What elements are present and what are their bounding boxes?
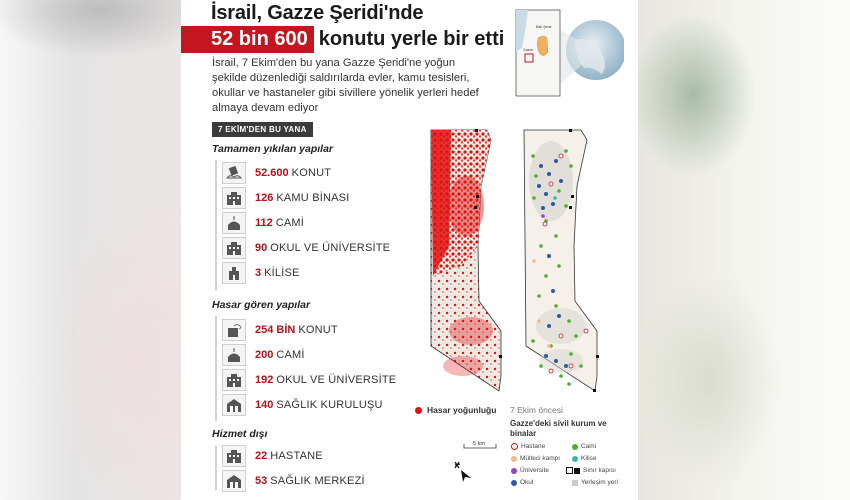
stat-public-buildings: 126 KAMU BİNASI: [222, 187, 349, 209]
school-marker-icon: [511, 479, 517, 486]
border-crossing-closed-icon: [574, 467, 580, 474]
stat-destroyed-houses: 52.600 KONUT: [222, 162, 331, 184]
legend-item-settlement: Yerleşim yeri: [572, 479, 618, 486]
church-icon: [222, 262, 246, 284]
mosque-marker-icon: [572, 443, 578, 450]
stat-damaged-mosques: 200 CAMİ: [222, 344, 305, 366]
legend-item-border-crossing: Sınır kapısı: [566, 467, 616, 474]
group-title-destroyed: Tamamen yıkılan yapılar: [212, 143, 334, 155]
blurred-background-left: [0, 0, 181, 500]
headline-line2: 52 bin 600 konutu yerle bir etti: [181, 26, 504, 53]
blurred-background-right: [638, 0, 850, 500]
scale-label: 5 km: [473, 441, 485, 447]
legend-heading: Gazze'deki sivil kurum ve binalar: [510, 419, 607, 438]
group-divider: [215, 160, 217, 290]
school-icon: [222, 237, 246, 259]
locator-label-gaza: Gazze: [523, 48, 533, 52]
legend-pre-label: 7 Ekim öncesi: [510, 405, 563, 415]
civil-facilities-map: [523, 129, 599, 392]
stat-hospitals: 22 HASTANE: [222, 445, 323, 467]
stat-damaged-health-facilities: 140 SAĞLIK KURULUŞU: [222, 394, 383, 416]
section-badge: 7 EKİM'DEN BU YANA: [212, 122, 313, 137]
stat-damaged-houses: 254 BİN KONUT: [222, 319, 338, 341]
mosque-icon: [222, 344, 246, 366]
subtitle: İsrail, 7 Ekim'den bu yana Gazze Şeridi'…: [212, 57, 479, 114]
legend-item-church: Kilise: [572, 455, 597, 462]
stat-schools: 90 OKUL VE ÜNİVERSİTE: [222, 237, 390, 259]
hospital-icon: [222, 445, 246, 467]
stat-churches: 3 KİLİSE: [222, 262, 300, 284]
gaza-maps: [430, 129, 599, 392]
legend-item-mosque: Cami: [572, 443, 596, 450]
group-divider: [215, 446, 217, 490]
damage-density-map: [430, 129, 502, 392]
refugee-camp-marker-icon: [511, 455, 517, 462]
health-center-icon: [222, 470, 246, 492]
infographic-card: İsrail, Gazze Şeridi'nde 52 bin 600 konu…: [181, 0, 638, 500]
group-title-out-of-service: Hizmet dışı: [212, 428, 268, 440]
damaged-house-icon: [222, 319, 246, 341]
group-divider: [215, 316, 217, 421]
stat-damaged-schools: 192 OKUL VE ÜNİVERSİTE: [222, 369, 396, 391]
legend-item-school: Okul: [511, 479, 533, 486]
headline-line1: İsrail, Gazze Şeridi'nde: [211, 2, 424, 24]
stat-mosques: 112 CAMİ: [222, 212, 304, 234]
legend-item-hospital: Hastane: [511, 443, 545, 450]
north-arrow-icon: [454, 461, 471, 482]
border-crossing-open-icon: [566, 467, 573, 474]
headline-highlight: 52 bin 600: [181, 26, 314, 53]
destroyed-house-icon: [222, 162, 246, 184]
school-icon: [222, 369, 246, 391]
university-marker-icon: [511, 467, 517, 474]
scale-bar: [463, 444, 497, 449]
settlement-marker-icon: [572, 479, 578, 486]
stat-health-centers: 53 SAĞLIK MERKEZİ: [222, 470, 365, 492]
legend-item-refugee-camp: Mülteci kampı: [511, 455, 560, 462]
legend-item-university: Üniversite: [511, 467, 549, 474]
damage-dot-icon: [415, 406, 422, 414]
mosque-icon: [222, 212, 246, 234]
legend-damage-density: Hasar yoğunluğu: [415, 405, 496, 415]
church-marker-icon: [572, 455, 578, 462]
locator-map: Batı Şeria Gazze: [515, 9, 624, 97]
hospital-marker-icon: [511, 443, 518, 450]
group-title-damaged: Hasar gören yapılar: [212, 299, 311, 311]
public-building-icon: [222, 187, 246, 209]
headline-rest: konutu yerle bir etti: [318, 28, 505, 50]
health-facility-icon: [222, 394, 246, 416]
locator-label-westbank: Batı Şeria: [536, 25, 551, 29]
